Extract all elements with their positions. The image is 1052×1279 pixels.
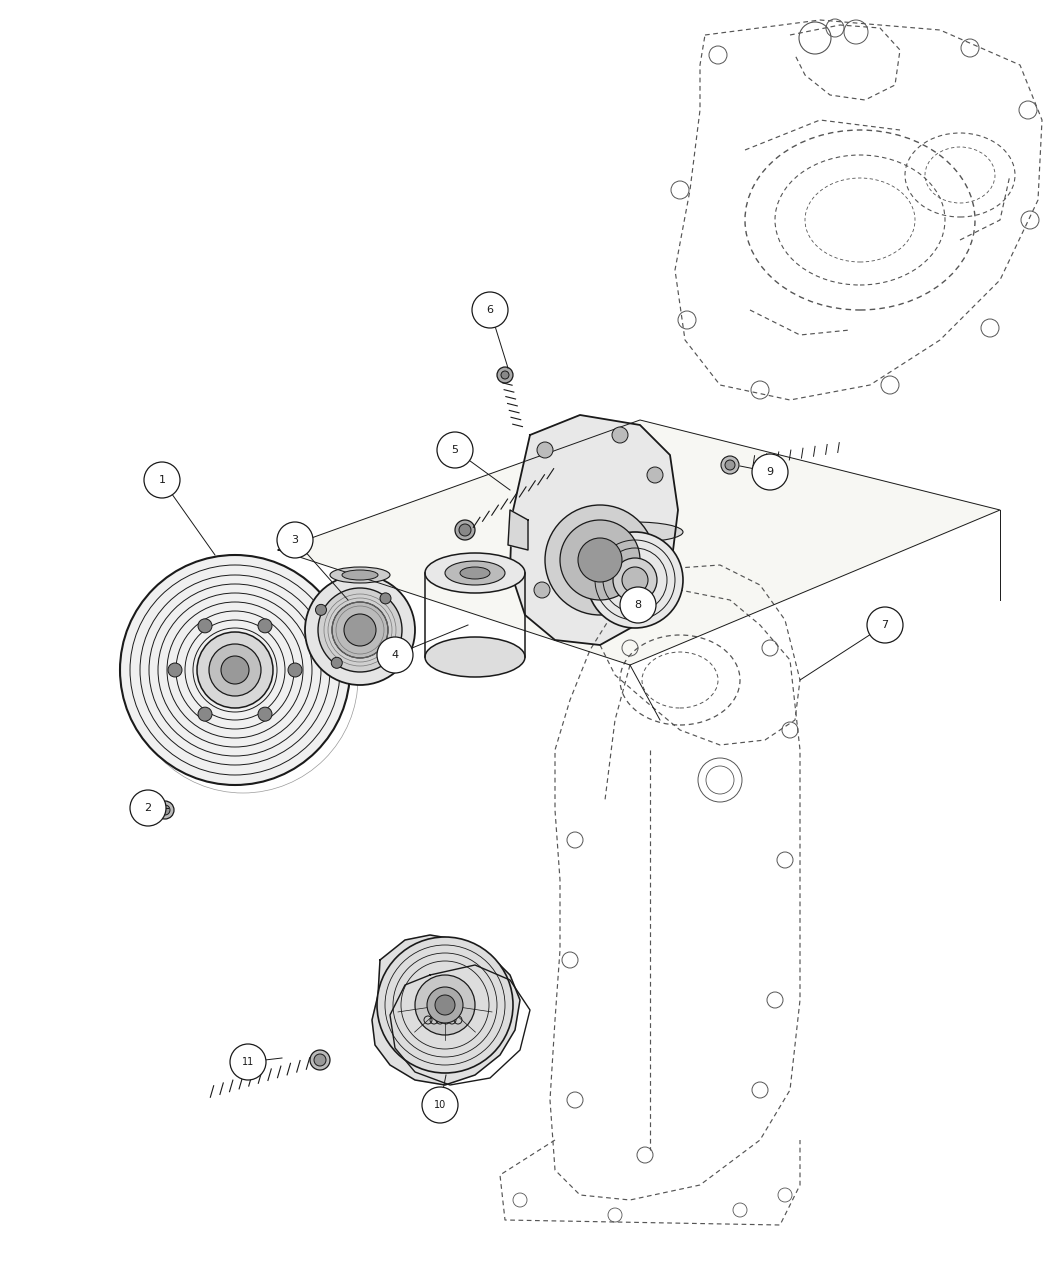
Text: 10: 10 (433, 1100, 446, 1110)
Circle shape (427, 987, 463, 1023)
Circle shape (377, 938, 513, 1073)
Circle shape (422, 1087, 458, 1123)
Circle shape (380, 593, 391, 604)
Circle shape (310, 1050, 330, 1071)
Circle shape (288, 663, 302, 677)
Circle shape (725, 460, 735, 469)
Circle shape (344, 614, 376, 646)
Ellipse shape (425, 553, 525, 593)
Circle shape (230, 1044, 266, 1079)
Text: 1: 1 (159, 475, 165, 485)
Circle shape (221, 656, 249, 684)
Ellipse shape (330, 567, 390, 583)
Circle shape (501, 371, 509, 379)
Circle shape (578, 538, 622, 582)
Circle shape (613, 558, 658, 602)
Circle shape (277, 522, 313, 558)
Circle shape (331, 657, 342, 669)
Text: 11: 11 (242, 1056, 255, 1067)
Text: 2: 2 (144, 803, 151, 813)
Circle shape (620, 587, 656, 623)
Circle shape (472, 292, 508, 327)
Polygon shape (508, 510, 528, 550)
Circle shape (534, 582, 550, 599)
Circle shape (622, 567, 648, 593)
Text: 4: 4 (391, 650, 399, 660)
Text: 3: 3 (291, 535, 299, 545)
Ellipse shape (587, 522, 683, 542)
Circle shape (120, 555, 350, 785)
Circle shape (258, 707, 272, 721)
Polygon shape (372, 935, 520, 1085)
Text: 6: 6 (486, 304, 493, 315)
Text: 7: 7 (882, 620, 889, 631)
Polygon shape (278, 420, 1000, 665)
Circle shape (198, 619, 213, 633)
Circle shape (332, 602, 388, 657)
Circle shape (537, 443, 553, 458)
Ellipse shape (425, 637, 525, 677)
Text: 8: 8 (634, 600, 642, 610)
Circle shape (867, 608, 903, 643)
Text: 5: 5 (451, 445, 459, 455)
Circle shape (560, 521, 640, 600)
Circle shape (587, 532, 683, 628)
Circle shape (198, 707, 213, 721)
Ellipse shape (460, 567, 490, 579)
Circle shape (313, 1054, 326, 1065)
Circle shape (377, 637, 413, 673)
Circle shape (434, 995, 456, 1016)
Polygon shape (510, 414, 677, 645)
Circle shape (456, 521, 476, 540)
Circle shape (305, 576, 414, 686)
Circle shape (130, 790, 166, 826)
Circle shape (752, 454, 788, 490)
Circle shape (168, 663, 182, 677)
Ellipse shape (445, 561, 505, 585)
Circle shape (497, 367, 513, 382)
Circle shape (209, 645, 261, 696)
Circle shape (144, 462, 180, 498)
Ellipse shape (342, 570, 378, 579)
Text: 9: 9 (767, 467, 773, 477)
Circle shape (197, 632, 274, 709)
Circle shape (437, 432, 473, 468)
Circle shape (160, 804, 170, 815)
Circle shape (156, 801, 174, 819)
Circle shape (394, 643, 406, 654)
Circle shape (647, 467, 663, 483)
Circle shape (459, 524, 471, 536)
Circle shape (414, 975, 476, 1035)
Circle shape (316, 605, 326, 615)
Circle shape (721, 457, 739, 475)
Circle shape (612, 427, 628, 443)
Circle shape (545, 505, 655, 615)
Circle shape (318, 588, 402, 671)
Circle shape (258, 619, 272, 633)
